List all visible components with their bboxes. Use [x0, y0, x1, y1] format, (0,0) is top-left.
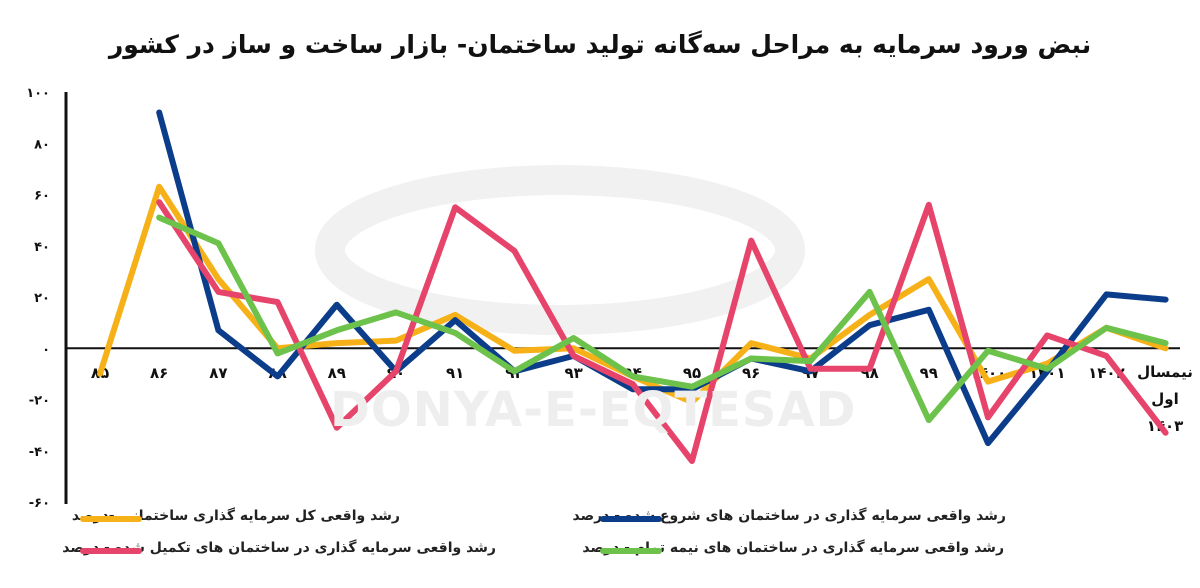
x-tick-label: ۹۳ [564, 364, 582, 382]
data-point-completed [275, 299, 281, 305]
data-point-started [1103, 291, 1109, 297]
data-point-total [748, 340, 754, 346]
watermark [315, 165, 805, 335]
data-point-total [1163, 345, 1169, 351]
data-point-completed [1163, 430, 1169, 436]
data-point-halfdone [393, 309, 399, 315]
data-point-halfdone [807, 358, 813, 364]
data-point-halfdone [867, 289, 873, 295]
data-point-completed [1044, 332, 1050, 338]
data-point-started [867, 322, 873, 328]
legend-item-started: رشد واقعی سرمایه گذاری در ساختمان های شر… [573, 508, 1006, 532]
data-point-started [275, 373, 281, 379]
y-tick-label: -۲۰ [29, 394, 50, 409]
data-point-total [97, 371, 103, 377]
data-point-total [215, 276, 221, 282]
series-line-started [156, 109, 1169, 447]
data-point-completed [748, 238, 754, 244]
data-point-completed [511, 248, 517, 254]
data-point-completed [393, 368, 399, 374]
axes: ۱۰۰۸۰۶۰۴۰۲۰۰-۲۰-۴۰-۶۰۸۵۸۶۸۷۸۸۸۹۹۰۹۱۹۲۹۳۹… [26, 86, 1193, 511]
x-tick-label: نیمسال [1137, 363, 1193, 381]
y-tick-label: -۴۰ [29, 445, 50, 460]
x-tick-label: ۹۱ [446, 364, 464, 382]
data-point-halfdone [1044, 366, 1050, 372]
series-layer [97, 109, 1169, 464]
data-point-started [215, 327, 221, 333]
data-point-completed [689, 458, 695, 464]
data-point-started [1163, 297, 1169, 303]
data-point-completed [630, 381, 636, 387]
data-point-total [511, 348, 517, 354]
data-point-total [334, 340, 340, 346]
data-point-completed [926, 202, 932, 208]
data-point-total [393, 338, 399, 344]
y-tick-label: ۸۰ [34, 137, 50, 152]
data-point-completed [215, 289, 221, 295]
legend-label-halfdone: رشد واقعی سرمایه گذاری در ساختمان های نی… [582, 540, 1004, 556]
data-point-halfdone [630, 373, 636, 379]
data-point-completed [867, 366, 873, 372]
data-point-halfdone [1103, 325, 1109, 331]
x-tick-label: ۸۷ [209, 364, 227, 382]
data-point-total [926, 276, 932, 282]
data-point-halfdone [926, 417, 932, 423]
x-tick-label: ۹۶ [742, 364, 760, 382]
legend-swatch-started [600, 516, 662, 522]
data-point-completed [807, 366, 813, 372]
data-point-completed [571, 353, 577, 359]
data-point-halfdone [215, 240, 221, 246]
legend-item-halfdone: رشد واقعی سرمایه گذاری در ساختمان های نی… [582, 540, 1004, 564]
data-point-started [156, 110, 162, 115]
data-point-halfdone [689, 384, 695, 390]
data-point-halfdone [275, 350, 281, 356]
data-point-completed [452, 204, 458, 210]
x-tick-label: ۹۵ [683, 364, 701, 382]
legend-label-total: رشد واقعی کل سرمایه گذاری ساختمانی -درصد [71, 508, 400, 524]
y-tick-label: ۶۰ [34, 189, 50, 204]
data-point-halfdone [511, 368, 517, 374]
data-point-completed [985, 414, 991, 420]
chart-title: نبض ورود سرمایه به مراحل سه‌گانه تولید س… [108, 30, 1092, 59]
legend-swatch-completed [80, 548, 142, 554]
x-tick-label: ۸۶ [150, 364, 168, 382]
data-point-total [867, 312, 873, 318]
data-point-completed [334, 425, 340, 431]
y-tick-label: ۰ [42, 342, 50, 357]
watermark-text: DONYA-E-EQTESAD [330, 382, 857, 438]
data-point-halfdone [156, 215, 162, 221]
data-point-halfdone [452, 330, 458, 336]
data-point-completed [156, 199, 162, 205]
legend-label-completed: رشد واقعی سرمایه گذاری در ساختمان های تک… [62, 540, 496, 556]
data-point-total [985, 379, 991, 385]
data-point-halfdone [334, 327, 340, 333]
data-point-halfdone [985, 348, 991, 354]
legend-label-started: رشد واقعی سرمایه گذاری در ساختمان های شر… [572, 508, 1006, 524]
data-point-started [334, 302, 340, 308]
x-tick-label: اول [1151, 390, 1178, 408]
data-point-total [689, 399, 695, 405]
data-point-total [156, 184, 162, 190]
data-point-started [926, 307, 932, 313]
data-point-halfdone [571, 335, 577, 341]
data-point-started [985, 440, 991, 446]
y-tick-label: ۴۰ [34, 240, 50, 255]
legend-item-completed: رشد واقعی سرمایه گذاری در ساختمان های تک… [62, 540, 496, 564]
data-point-completed [1103, 353, 1109, 359]
data-point-started [452, 317, 458, 323]
legend-item-total: رشد واقعی کل سرمایه گذاری ساختمانی -درصد [72, 508, 400, 532]
series-line-completed [156, 199, 1169, 464]
data-point-total [452, 312, 458, 318]
data-point-halfdone [1163, 340, 1169, 346]
legend-swatch-total [80, 516, 142, 522]
y-tick-label: ۲۰ [34, 291, 50, 306]
series-line-halfdone [156, 214, 1169, 423]
y-tick-label: ۱۰۰ [26, 86, 50, 101]
y-tick-label: -۶۰ [29, 496, 50, 511]
x-tick-label: ۸۹ [328, 364, 346, 382]
legend-swatch-halfdone [600, 548, 662, 554]
data-point-halfdone [748, 356, 754, 361]
x-tick-label: ۹۹ [920, 364, 938, 382]
